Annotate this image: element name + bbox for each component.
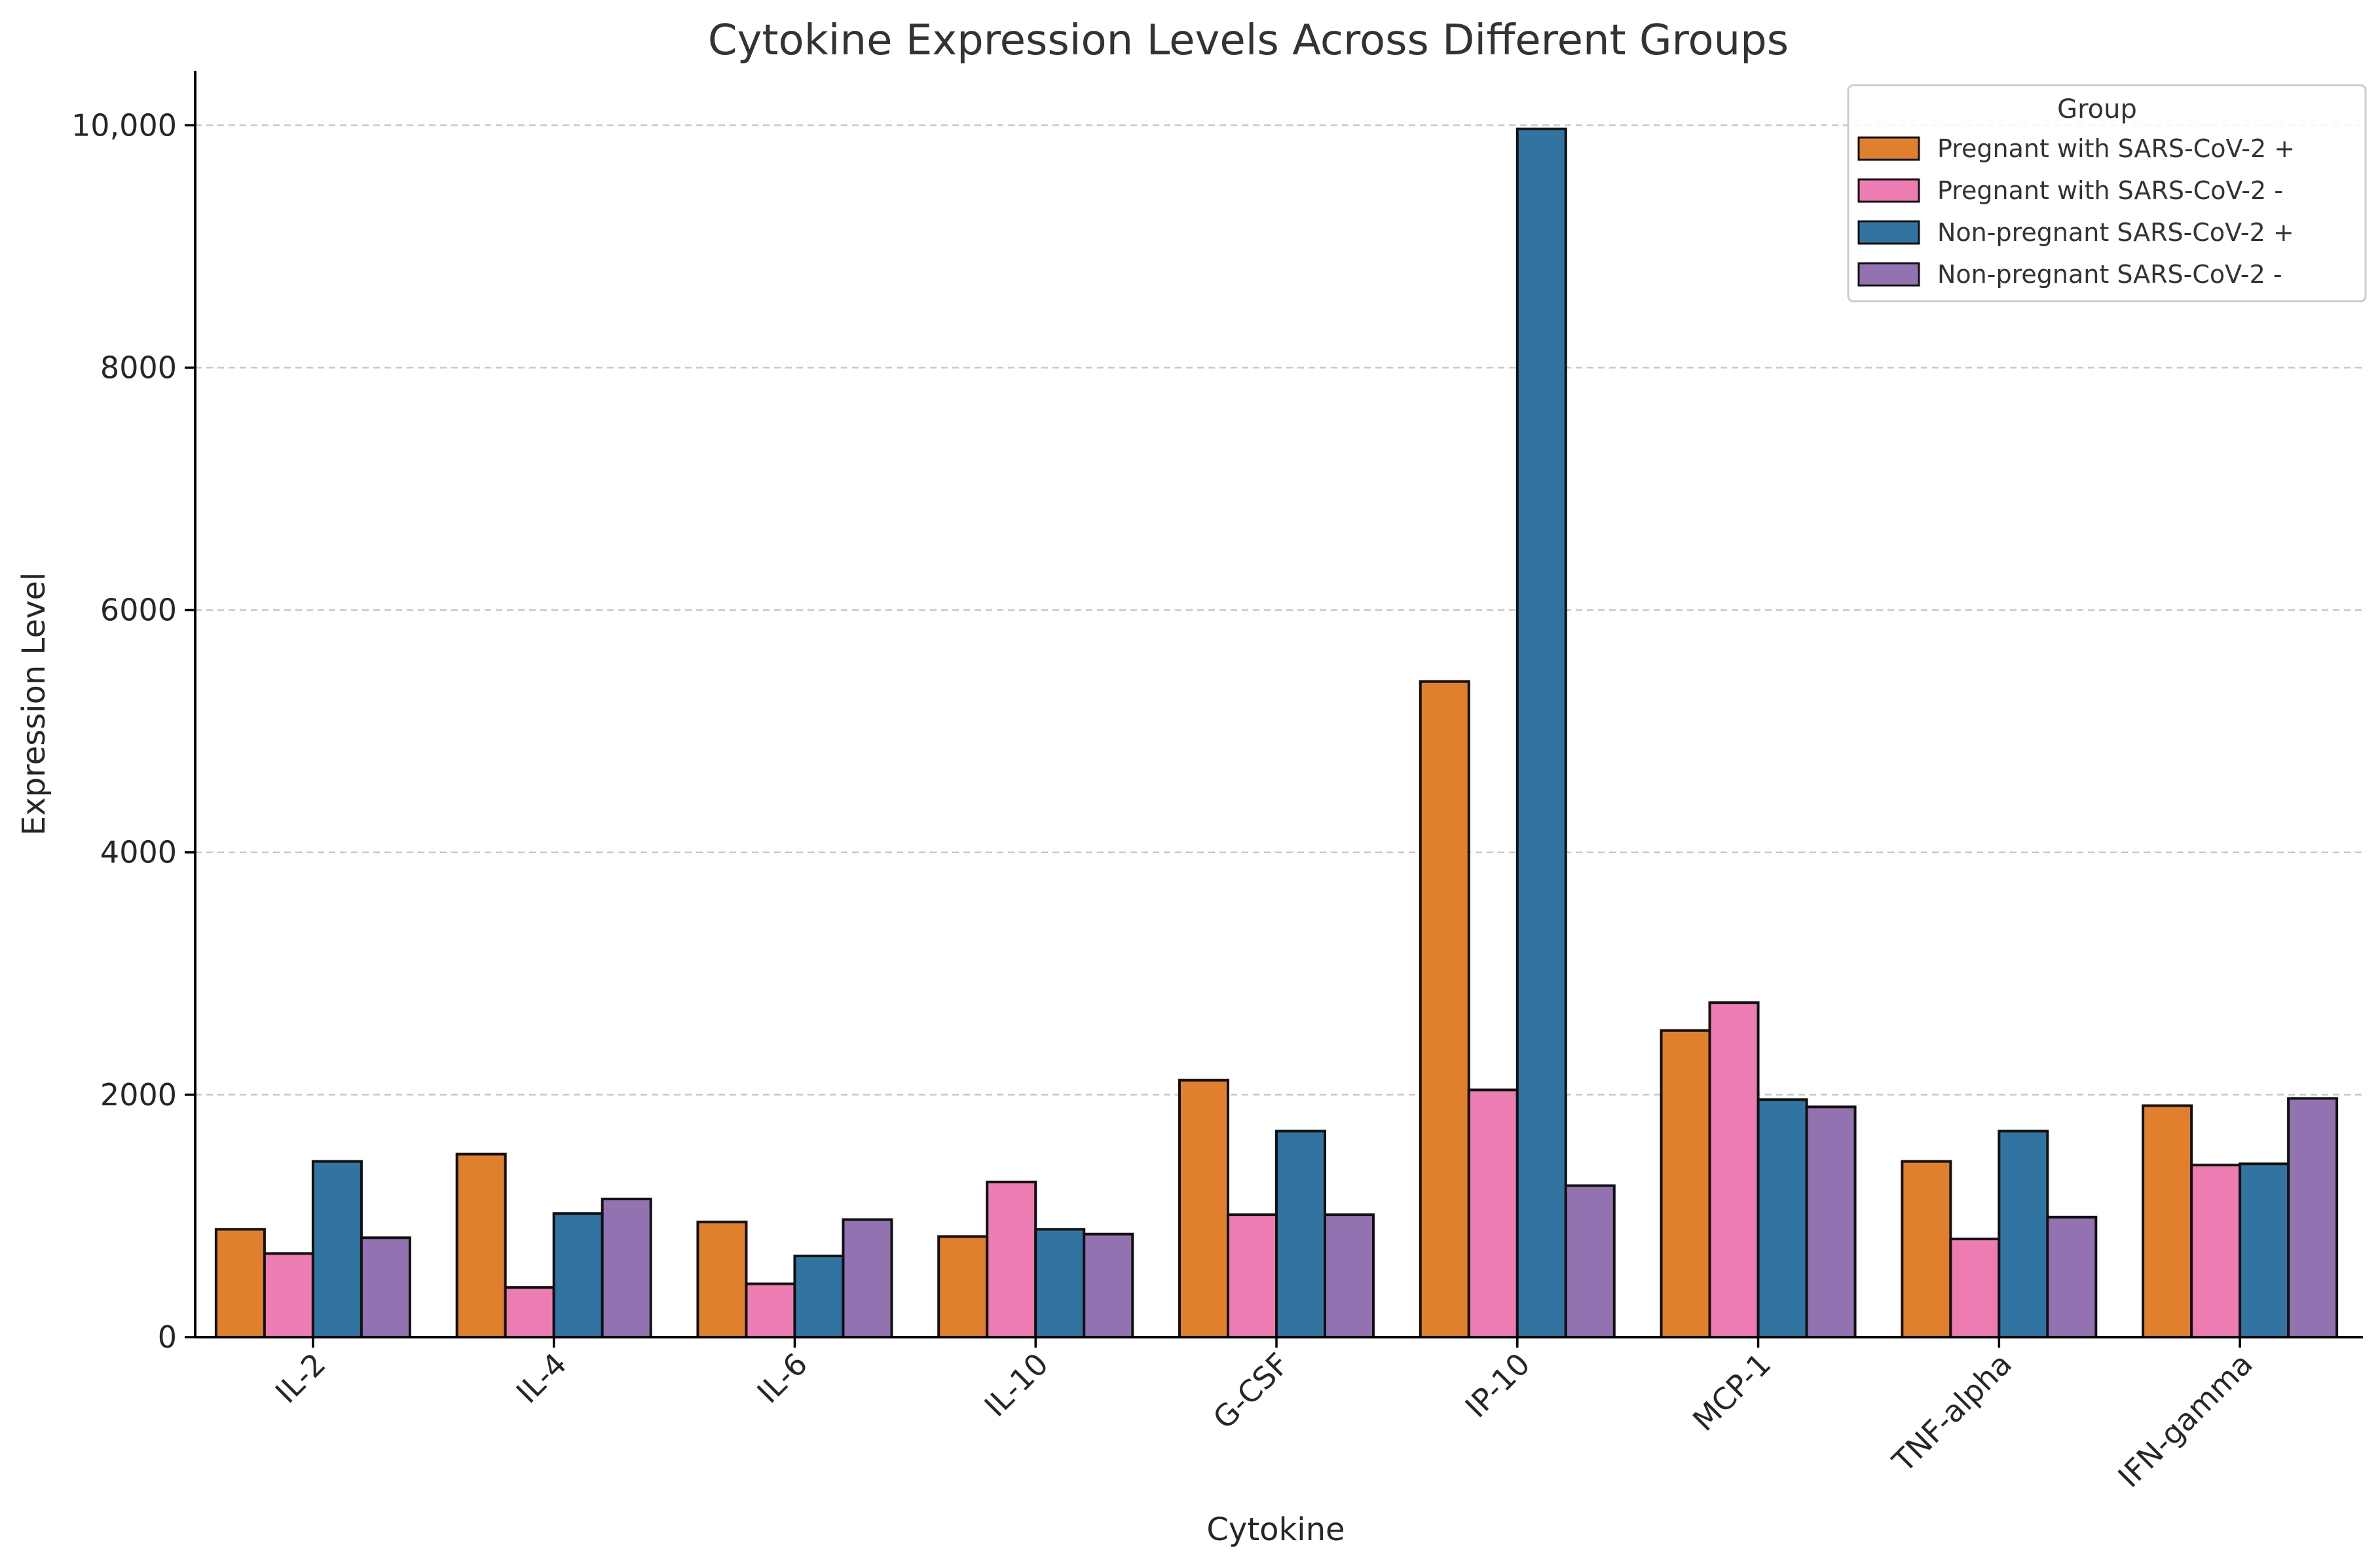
y-axis-label: Expression Level: [16, 572, 52, 836]
x-tick-label: IP-10: [1459, 1346, 1537, 1425]
bar: [696, 1221, 748, 1338]
bar: [986, 1181, 1037, 1339]
legend-frame: [1847, 84, 2367, 303]
x-axis-label: Cytokine: [1206, 1511, 1345, 1548]
bar: [1757, 1098, 1808, 1338]
y-tick-label: 6000: [100, 593, 177, 628]
bar: [1708, 1001, 1760, 1338]
bar: [263, 1252, 314, 1339]
bar: [601, 1198, 652, 1338]
x-tick-label: IL-2: [269, 1346, 333, 1410]
legend-title: Group: [2057, 94, 2137, 124]
legend-swatch: [1857, 178, 1920, 203]
bar: [1564, 1184, 1616, 1338]
bar: [504, 1286, 555, 1339]
bar: [1467, 1088, 1519, 1339]
y-tick-label: 4000: [100, 835, 177, 870]
legend: Group Pregnant with SARS-CoV-2 +Pregnant…: [1847, 84, 2367, 303]
y-tick-label: 8000: [100, 350, 177, 385]
bar: [360, 1236, 411, 1338]
bar: [214, 1228, 266, 1339]
grid-layer: [195, 124, 2363, 1096]
x-tick-label: MCP-1: [1686, 1346, 1777, 1438]
bar: [2287, 1097, 2339, 1338]
legend-label: Pregnant with SARS-CoV-2 +: [1937, 134, 2295, 163]
bar: [1275, 1130, 1326, 1338]
legend-label: Non-pregnant SARS-CoV-2 +: [1937, 218, 2294, 247]
bar: [1034, 1228, 1086, 1339]
bar: [793, 1255, 845, 1339]
bar: [1227, 1213, 1278, 1338]
bar: [2046, 1215, 2098, 1338]
bar: [1805, 1105, 1857, 1338]
x-tick-label: IL-10: [978, 1346, 1055, 1424]
chart-title: Cytokine Expression Levels Across Differ…: [708, 16, 1789, 65]
bar: [2239, 1162, 2290, 1339]
bar: [311, 1160, 363, 1338]
bar: [1660, 1029, 1711, 1338]
y-tick-label: 2000: [100, 1077, 177, 1113]
bar: [1949, 1238, 2001, 1339]
legend-label: Pregnant with SARS-CoV-2 -: [1937, 176, 2283, 205]
bar: [1083, 1232, 1134, 1338]
bar: [1324, 1213, 1375, 1338]
legend-label: Non-pregnant SARS-CoV-2 -: [1937, 260, 2282, 289]
legend-swatch: [1857, 220, 1920, 245]
bar: [1901, 1160, 1952, 1338]
y-tick-label: 10,000: [71, 107, 177, 143]
bar: [937, 1235, 989, 1338]
bar: [745, 1282, 796, 1339]
x-tick-label: IL-4: [510, 1346, 574, 1410]
bar: [2142, 1104, 2193, 1339]
legend-swatch: [1857, 136, 1920, 161]
bars-layer: [214, 127, 2339, 1339]
x-tick-label: G-CSF: [1206, 1346, 1296, 1436]
y-tick-label: 0: [158, 1319, 177, 1355]
legend-items: Pregnant with SARS-CoV-2 + Pregnant with …: [1857, 134, 2295, 289]
bar: [455, 1152, 507, 1338]
x-tick-label: IL-6: [750, 1346, 814, 1410]
bar: [552, 1212, 604, 1339]
bar: [1178, 1078, 1229, 1338]
x-tick-label: TNF-alpha: [1885, 1346, 2018, 1480]
bar: [1515, 127, 1567, 1338]
legend-swatch: [1857, 262, 1920, 287]
bar: [1998, 1130, 2049, 1338]
x-tick-label: IFN-gamma: [2111, 1346, 2259, 1494]
bar: [1419, 680, 1470, 1338]
bar: [2190, 1164, 2242, 1339]
bar: [842, 1218, 893, 1338]
